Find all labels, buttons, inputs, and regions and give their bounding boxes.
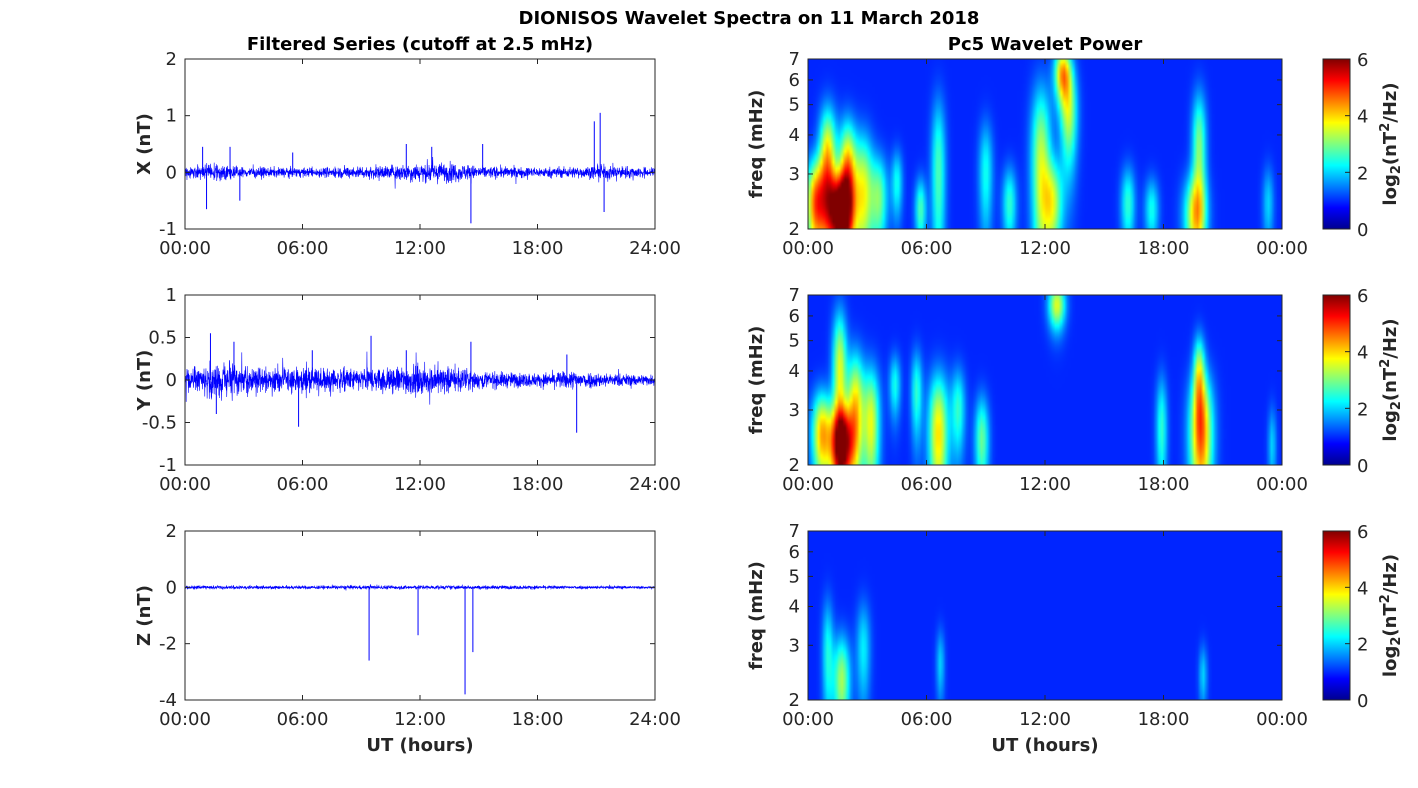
wavelet-y-xtick-label: 00:00 (1256, 474, 1308, 495)
wavelet-x-xtick-label: 18:00 (1138, 238, 1190, 259)
wavelet-z-heatmap (808, 531, 1282, 700)
wavelet-y-ytick-label: 2 (789, 455, 800, 476)
wavelet-z-ylabel: freq (mHz) (746, 561, 767, 670)
wavelet-z-ytick-label: 7 (789, 521, 800, 542)
series-y-ytick-label: 1 (166, 285, 177, 306)
wavelet-y-colorbar-tick-label: 4 (1357, 343, 1368, 364)
wavelet-y-ylabel: freq (mHz) (746, 326, 767, 435)
wavelet-x-xtick-label: 12:00 (1019, 238, 1071, 259)
wavelet-x-heatmap (808, 59, 1282, 229)
series-z-xtick-label: 18:00 (512, 709, 564, 730)
series-x-ytick-label: 2 (166, 49, 177, 70)
wavelet-y-xtick-label: 06:00 (901, 474, 953, 495)
series-y-ytick-label: -1 (159, 455, 177, 476)
wavelet-y-ytick-label: 5 (789, 331, 800, 352)
series-y-xtick-label: 12:00 (394, 474, 446, 495)
wavelet-z-colorbar (1322, 530, 1351, 701)
series-x-xtick-label: 06:00 (277, 238, 329, 259)
wavelet-z-ytick-label: 3 (789, 635, 800, 656)
wavelet-y-xtick-label: 12:00 (1019, 474, 1071, 495)
series-x-ylabel: X (nT) (134, 113, 155, 175)
wavelet-y-ytick-label: 7 (789, 285, 800, 306)
wavelet-x-ytick-label: 4 (789, 125, 800, 146)
series-x-ytick-label: 0 (166, 162, 177, 183)
wavelet-y-ytick-label: 6 (789, 306, 800, 327)
wavelet-z-colorbar-label: log2(nT2/Hz) (1378, 554, 1404, 677)
wavelet-z-ytick-label: 2 (789, 690, 800, 711)
series-z-ytick-label: 0 (166, 577, 177, 598)
series-x-xtick-label: 18:00 (512, 238, 564, 259)
series-y-xtick-label: 18:00 (512, 474, 564, 495)
wavelet-z-xlabel: UT (hours) (991, 735, 1098, 756)
wavelet-x-colorbar-tick-label: 0 (1357, 220, 1368, 241)
series-x-trace (185, 156, 655, 189)
wavelet-z-xtick-label: 00:00 (782, 709, 834, 730)
series-z-xtick-label: 12:00 (394, 709, 446, 730)
series-y-ytick-label: 0 (166, 370, 177, 391)
series-x-xtick-label: 12:00 (394, 238, 446, 259)
series-x-plot-area (185, 59, 655, 229)
wavelet-y-colorbar-tick-label: 6 (1357, 286, 1368, 307)
series-z-xtick-label: 06:00 (277, 709, 329, 730)
wavelet-y-colorbar (1322, 294, 1351, 466)
wavelet-x-xtick-label: 00:00 (782, 238, 834, 259)
series-z-ytick-label: 2 (166, 521, 177, 542)
wavelet-z-ytick-label: 6 (789, 542, 800, 563)
wavelet-z-colorbar-tick-label: 4 (1357, 578, 1368, 599)
series-z-ytick-label: -4 (159, 690, 177, 711)
series-z-plot-area (185, 531, 655, 700)
wavelet-y-heatmap (808, 295, 1282, 465)
wavelet-z-xtick-label: 12:00 (1019, 709, 1071, 730)
series-z-xtick-label: 24:00 (629, 709, 681, 730)
wavelet-x-colorbar-tick-label: 6 (1357, 50, 1368, 71)
figure-title: DIONISOS Wavelet Spectra on 11 March 201… (519, 8, 980, 29)
wavelet-z-ytick-label: 5 (789, 566, 800, 587)
series-x-ytick-label: -1 (159, 219, 177, 240)
wavelet-x-ylabel: freq (mHz) (746, 90, 767, 199)
wavelet-x-colorbar-tick-label: 4 (1357, 107, 1368, 128)
series-y-xtick-label: 00:00 (159, 474, 211, 495)
series-y-xtick-label: 24:00 (629, 474, 681, 495)
wavelet-z-ytick-label: 4 (789, 596, 800, 617)
wavelet-x-ytick-label: 3 (789, 164, 800, 185)
wavelet-y-colorbar-tick-label: 2 (1357, 399, 1368, 420)
wavelet-y-ytick-label: 3 (789, 400, 800, 421)
wavelet-x-ytick-label: 5 (789, 95, 800, 116)
wavelet-y-ytick-label: 4 (789, 361, 800, 382)
series-y-ytick-label: 0.5 (148, 328, 177, 349)
wavelet-y-colorbar-label: log2(nT2/Hz) (1378, 318, 1404, 441)
series-z-xtick-label: 00:00 (159, 709, 211, 730)
panels: -1 0 1 2 X (nT) 00:00 06:00 12:00 18:00 24:00 -1 -0… (134, 49, 1404, 756)
wavelet-x-colorbar (1322, 58, 1351, 230)
wavelet-z-colorbar-tick-label: 2 (1357, 635, 1368, 656)
wavelet-x-xtick-label: 06:00 (901, 238, 953, 259)
wavelet-x-colorbar-tick-label: 2 (1357, 163, 1368, 184)
wavelet-x-ytick-label: 7 (789, 49, 800, 70)
series-y-ytick-label: -0.5 (142, 413, 177, 434)
wavelet-y-xtick-label: 00:00 (782, 474, 834, 495)
series-x-xtick-label: 00:00 (159, 238, 211, 259)
series-z-trace (185, 584, 655, 591)
wavelet-x-ytick-label: 6 (789, 70, 800, 91)
series-z-ylabel: Z (nT) (134, 585, 155, 646)
wavelet-z-xtick-label: 18:00 (1138, 709, 1190, 730)
left-column-title: Filtered Series (cutoff at 2.5 mHz) (247, 34, 593, 55)
wavelet-z-xtick-label: 06:00 (901, 709, 953, 730)
wavelet-y-colorbar-tick-label: 0 (1357, 456, 1368, 477)
wavelet-y-xtick-label: 18:00 (1138, 474, 1190, 495)
series-x-ytick-label: 1 (166, 106, 177, 127)
wavelet-z-xtick-label: 00:00 (1256, 709, 1308, 730)
wavelet-z-colorbar-tick-label: 0 (1357, 691, 1368, 712)
series-y-xtick-label: 06:00 (277, 474, 329, 495)
wavelet-x-xtick-label: 00:00 (1256, 238, 1308, 259)
wavelet-z-colorbar-tick-label: 6 (1357, 522, 1368, 543)
series-x-xtick-label: 24:00 (629, 238, 681, 259)
right-column-title: Pc5 Wavelet Power (948, 34, 1143, 55)
series-z-xlabel: UT (hours) (366, 735, 473, 756)
series-y-ylabel: Y (nT) (134, 350, 155, 412)
wavelet-x-ytick-label: 2 (789, 219, 800, 240)
wavelet-x-colorbar-label: log2(nT2/Hz) (1378, 82, 1404, 205)
series-z-ytick-label: -2 (159, 634, 177, 655)
